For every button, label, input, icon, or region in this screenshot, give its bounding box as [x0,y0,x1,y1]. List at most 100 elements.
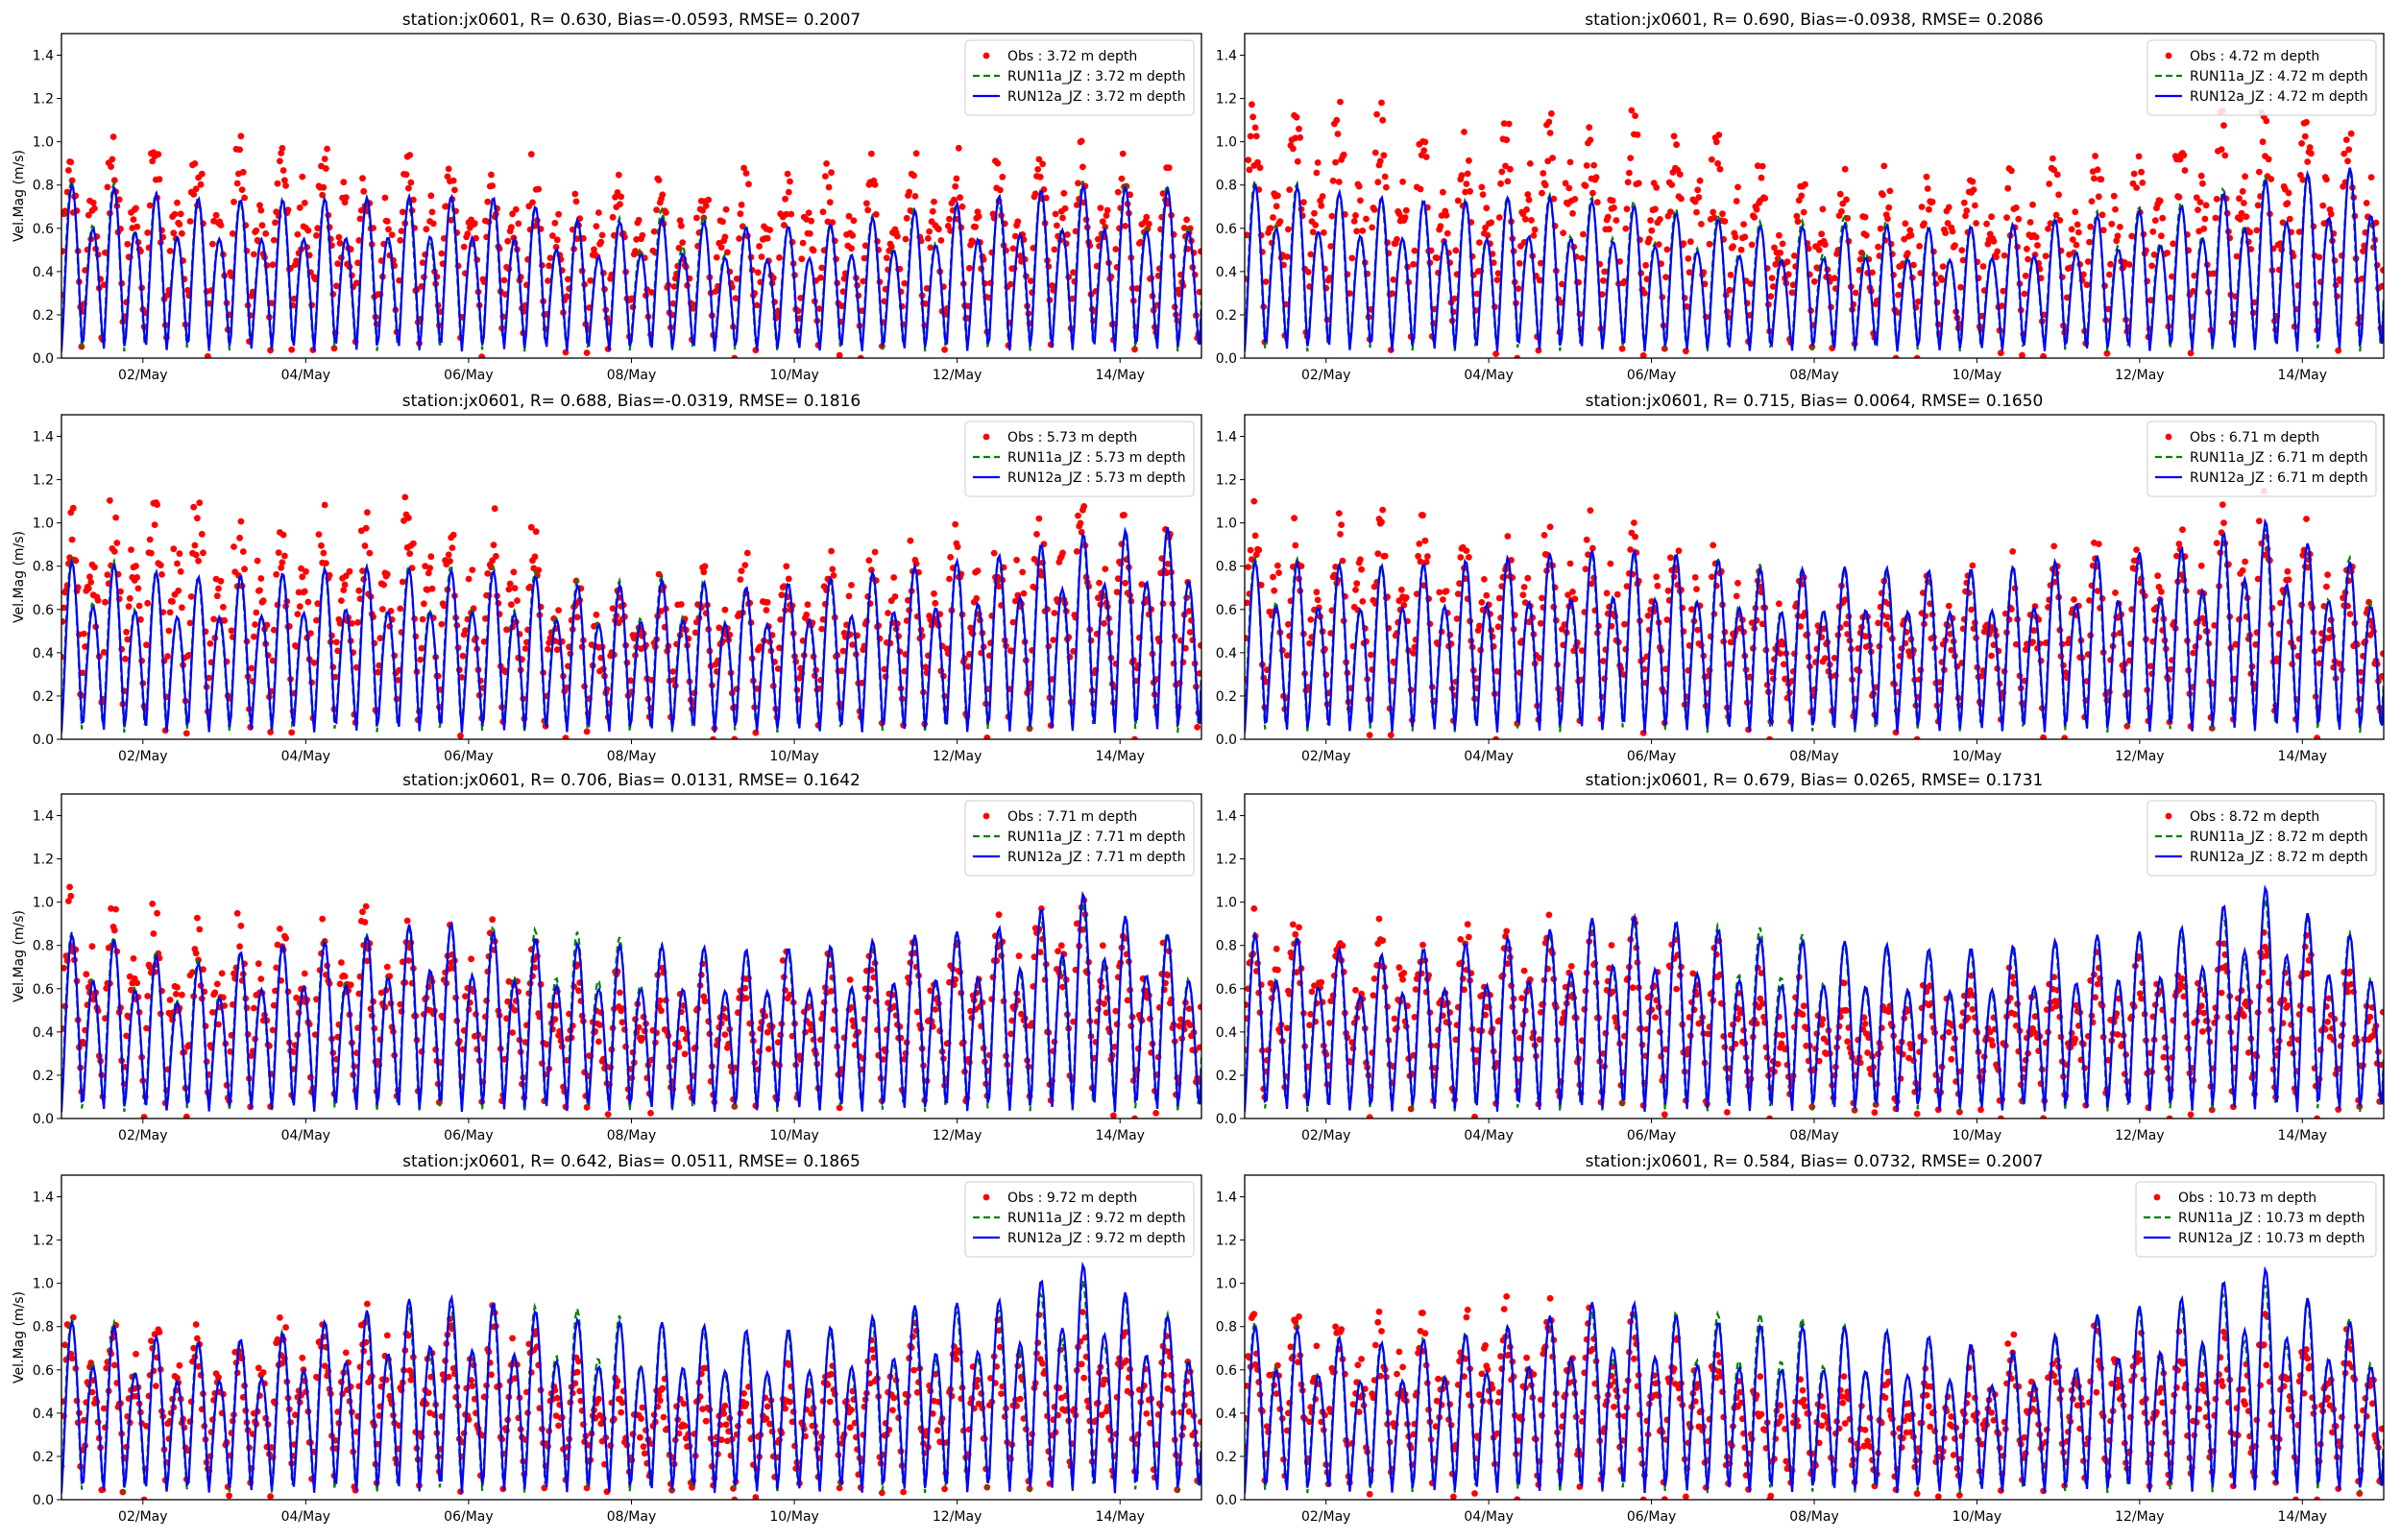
obs-point [1584,162,1590,169]
obs-point [295,611,302,617]
subplot-5: station:jx0601, R= 0.706, Bias= 0.0131, … [12,771,1204,1143]
obs-point [1785,271,1792,277]
obs-point [1352,987,1359,994]
obs-point [546,262,552,269]
obs-point [109,156,116,163]
obs-point [1357,556,1364,563]
obs-point [354,619,361,626]
obs-point [2056,217,2063,224]
obs-point [719,218,726,225]
obs-point [820,208,827,215]
obs-point [2139,180,2146,186]
obs-point [2009,548,2016,555]
obs-point [89,943,96,950]
legend-label: RUN12a_JZ : 7.71 m depth [1007,850,1186,865]
obs-point [238,518,245,525]
obs-point [439,621,446,628]
obs-point [1357,198,1364,205]
x-tick-label: 14/May [1095,749,1144,764]
obs-point [885,610,891,616]
obs-point [890,574,897,581]
obs-point [2241,200,2247,206]
obs-point [1988,653,1995,660]
obs-point [1274,967,1281,974]
obs-point [338,959,345,966]
obs-point [1115,189,1122,196]
obs-point [65,167,72,174]
obs-point [1921,220,1928,227]
obs-point [503,626,510,633]
obs-point [1520,591,1527,598]
obs-point [1583,182,1589,189]
obs-point [303,568,309,575]
obs-point [822,173,829,180]
obs-point [257,975,264,982]
obs-point [1315,159,1322,166]
obs-point [1479,184,1486,191]
legend-label: Obs : 3.72 m depth [1007,49,1137,64]
x-tick-label: 04/May [281,749,330,764]
x-tick-label: 14/May [2278,749,2327,764]
obs-point [765,1046,772,1052]
obs-point [122,656,129,662]
obs-point [700,568,707,575]
obs-point [489,182,496,189]
obs-point [1647,217,1654,224]
obs-point [1353,580,1360,587]
obs-point [1646,235,1653,242]
obs-point [124,241,131,248]
y-tick-label: 1.2 [1216,92,1237,108]
obs-point [1811,278,1818,285]
obs-point [1495,623,1502,630]
x-tick-label: 10/May [769,1128,818,1143]
obs-point [174,200,181,206]
obs-point [342,582,349,589]
obs-point [321,550,327,557]
y-tick-label: 0.6 [33,603,54,618]
obs-point [1613,217,1620,224]
obs-point [1842,166,1849,173]
obs-point [705,197,712,204]
obs-point [1248,547,1254,554]
obs-point [410,541,417,547]
obs-point [1290,922,1297,928]
obs-point [127,595,133,602]
obs-point [966,265,973,272]
obs-point [764,599,771,606]
obs-point [636,217,643,224]
obs-point [1453,247,1460,253]
obs-point [1074,548,1080,555]
obs-point [363,903,370,910]
obs-point [1270,574,1276,581]
obs-point [1970,563,1977,569]
obs-point [1994,249,2001,255]
obs-point [1895,292,1902,299]
obs-point [1352,212,1359,219]
obs-point [682,1050,689,1057]
obs-point [1436,590,1443,596]
obs-point [305,228,312,234]
obs-point [2254,228,2261,234]
obs-point [1166,164,1173,171]
obs-point [2308,150,2315,156]
obs-point [955,543,961,550]
obs-point [2158,232,2165,239]
obs-point [1476,239,1483,246]
obs-point [1665,588,1672,594]
obs-point [2152,217,2159,224]
obs-point [2348,131,2355,137]
obs-point [385,226,392,232]
obs-point [1396,964,1403,971]
obs-point [158,571,165,578]
obs-point [110,133,117,140]
obs-point [1330,178,1337,184]
obs-point [469,566,475,573]
obs-point [785,171,791,178]
obs-point [2091,176,2098,182]
obs-point [1970,179,1977,185]
obs-point [198,181,205,188]
legend-marker-obs [2166,434,2172,441]
obs-point [509,1029,516,1036]
obs-point [1388,732,1395,738]
obs-point [851,217,858,224]
